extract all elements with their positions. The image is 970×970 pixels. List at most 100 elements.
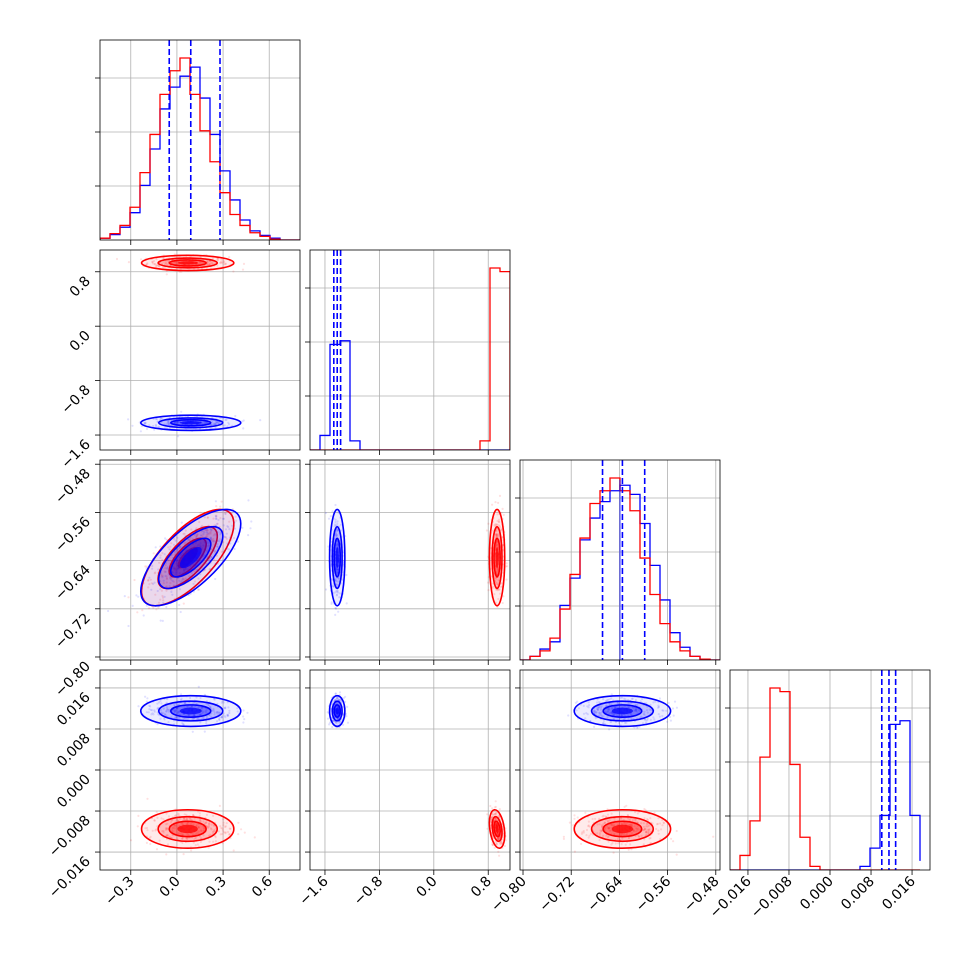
scatter-point xyxy=(175,559,179,563)
scatter-point xyxy=(657,817,660,820)
scatter-point xyxy=(242,427,245,430)
scatter-point xyxy=(173,709,177,712)
scatter-point xyxy=(181,552,184,555)
scatter-point xyxy=(337,577,340,580)
scatter-point xyxy=(645,825,648,828)
scatter-point xyxy=(210,538,213,541)
scatter-point xyxy=(646,719,649,722)
scatter-point xyxy=(494,818,497,821)
scatter-point xyxy=(606,710,609,713)
scatter-point xyxy=(618,832,621,835)
scatter-point xyxy=(223,424,226,427)
scatter-point xyxy=(630,697,634,701)
scatter-point xyxy=(336,593,339,596)
scatter-point xyxy=(632,709,636,712)
scatter-point xyxy=(159,708,162,712)
scatter-point xyxy=(186,833,189,836)
scatter-point xyxy=(216,711,219,714)
scatter-point xyxy=(146,697,149,700)
scatter-point xyxy=(219,833,222,836)
scatter-point xyxy=(606,715,609,719)
scatter-point xyxy=(170,578,173,581)
x-tick-label: −1.6 xyxy=(296,873,331,908)
scatter-point xyxy=(188,714,191,717)
scatter-point xyxy=(490,819,493,822)
scatter-point xyxy=(646,818,649,821)
scatter-point xyxy=(207,261,210,264)
scatter-point xyxy=(169,576,172,579)
scatter-point xyxy=(182,552,186,556)
scatter-point xyxy=(161,558,164,562)
scatter-point xyxy=(172,537,175,540)
scatter-point xyxy=(205,549,208,552)
scatter-point xyxy=(494,818,497,821)
scatter-point xyxy=(180,697,183,700)
scatter-point xyxy=(163,570,166,573)
scatter-point xyxy=(206,262,209,265)
scatter-point xyxy=(334,520,337,524)
scatter-point xyxy=(155,848,159,851)
scatter-point xyxy=(581,831,584,834)
scatter-point xyxy=(226,713,230,717)
scatter-point xyxy=(199,713,202,716)
scatter-point xyxy=(175,568,178,572)
scatter-point xyxy=(196,559,199,562)
scatter-point xyxy=(191,537,194,540)
scatter-point xyxy=(207,846,210,849)
scatter-point xyxy=(610,703,613,706)
scatter-point xyxy=(588,834,591,837)
scatter-point xyxy=(198,815,201,818)
scatter-point xyxy=(199,545,202,548)
scatter-point xyxy=(212,537,215,541)
scatter-point xyxy=(185,549,188,553)
scatter-point xyxy=(215,420,218,423)
scatter-point xyxy=(182,853,185,856)
panel-content xyxy=(324,494,509,617)
scatter-point xyxy=(192,813,195,817)
scatter-point xyxy=(617,701,620,705)
scatter-point xyxy=(145,604,148,607)
scatter-point xyxy=(617,842,620,845)
scatter-point xyxy=(637,708,640,711)
scatter-point xyxy=(194,844,197,847)
scatter-point xyxy=(657,705,661,709)
scatter-point xyxy=(626,832,629,835)
scatter-point xyxy=(620,713,623,717)
scatter-point xyxy=(630,824,633,828)
scatter-point xyxy=(158,839,161,842)
scatter-point xyxy=(222,818,225,821)
scatter-point xyxy=(190,823,193,826)
scatter-point xyxy=(213,539,216,542)
scatter-point xyxy=(184,702,187,705)
scatter-point xyxy=(336,580,339,583)
scatter-point xyxy=(634,811,637,814)
scatter-point xyxy=(158,265,161,268)
y-tick-label: −0.48 xyxy=(52,466,94,508)
scatter-point xyxy=(656,822,660,826)
scatter-point xyxy=(584,811,587,814)
scatter-point xyxy=(572,824,575,827)
scatter-point xyxy=(156,589,159,593)
scatter-point xyxy=(137,595,140,598)
scatter-point xyxy=(576,700,579,703)
scatter-point xyxy=(205,421,209,424)
scatter-point xyxy=(487,581,490,584)
scatter-point xyxy=(148,424,151,427)
scatter-point xyxy=(178,579,181,582)
scatter-point xyxy=(334,580,337,583)
scatter-point xyxy=(165,827,168,830)
scatter-point xyxy=(242,721,245,724)
scatter-point xyxy=(228,256,231,259)
scatter-point xyxy=(253,836,256,839)
scatter-point xyxy=(495,541,498,544)
scatter-point xyxy=(161,596,165,599)
scatter-point xyxy=(176,707,179,710)
scatter-point xyxy=(620,714,623,717)
scatter-point xyxy=(180,556,183,560)
scatter-point xyxy=(156,707,159,711)
scatter-point xyxy=(205,716,209,719)
scatter-point xyxy=(159,598,162,601)
scatter-point xyxy=(624,721,627,725)
scatter-point xyxy=(149,842,152,846)
scatter-point xyxy=(494,501,497,504)
